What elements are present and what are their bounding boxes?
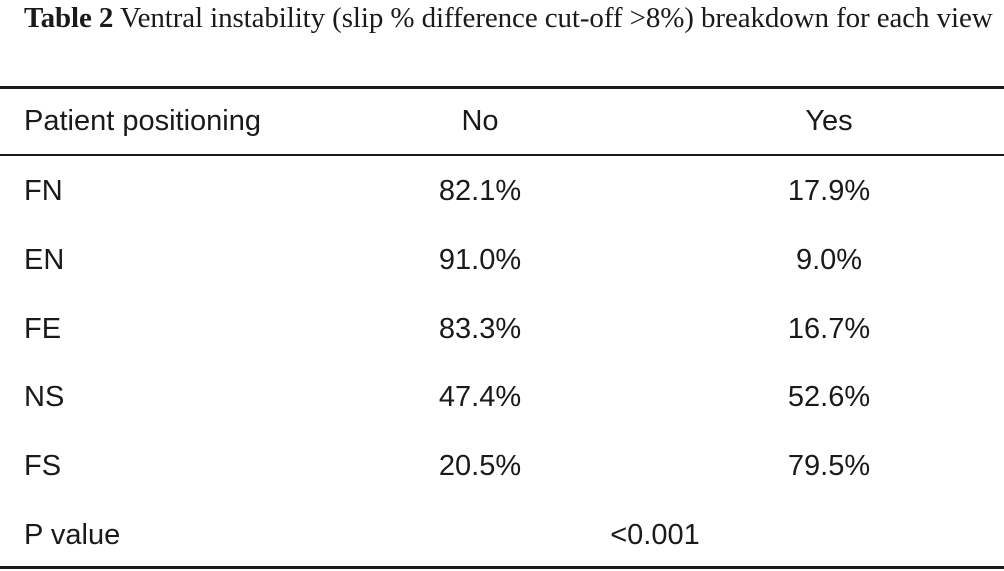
row-yes-value: 17.9% <box>787 175 871 207</box>
row-position: NS <box>24 381 65 413</box>
table-header-rule <box>0 154 1004 156</box>
row-no-value: 82.1% <box>438 175 522 207</box>
row-position: FE <box>24 313 62 345</box>
table-caption: Table 2 Ventral instability (slip % diff… <box>24 0 999 36</box>
row-no-value: 91.0% <box>438 244 522 276</box>
row-yes-value: 9.0% <box>795 244 863 276</box>
row-position: EN <box>24 244 65 276</box>
header-yes: Yes <box>805 105 853 137</box>
p-value: <0.001 <box>610 519 700 551</box>
row-no-value: 47.4% <box>438 381 522 413</box>
row-yes-value: 79.5% <box>787 450 871 482</box>
table-caption-label: Table 2 <box>24 2 114 34</box>
row-no-value: 83.3% <box>438 313 522 345</box>
row-yes-value: 52.6% <box>787 381 871 413</box>
row-no-value: 20.5% <box>438 450 522 482</box>
header-patient-positioning: Patient positioning <box>24 105 261 137</box>
table-caption-text: Ventral instability (slip % difference c… <box>119 2 993 34</box>
row-yes-value: 16.7% <box>787 313 871 345</box>
p-value-label: P value <box>24 519 121 551</box>
header-no: No <box>461 105 499 137</box>
table-top-rule <box>0 86 1004 89</box>
row-position: FN <box>24 175 63 207</box>
table-bottom-rule <box>0 566 1004 569</box>
row-position: FS <box>24 450 62 482</box>
